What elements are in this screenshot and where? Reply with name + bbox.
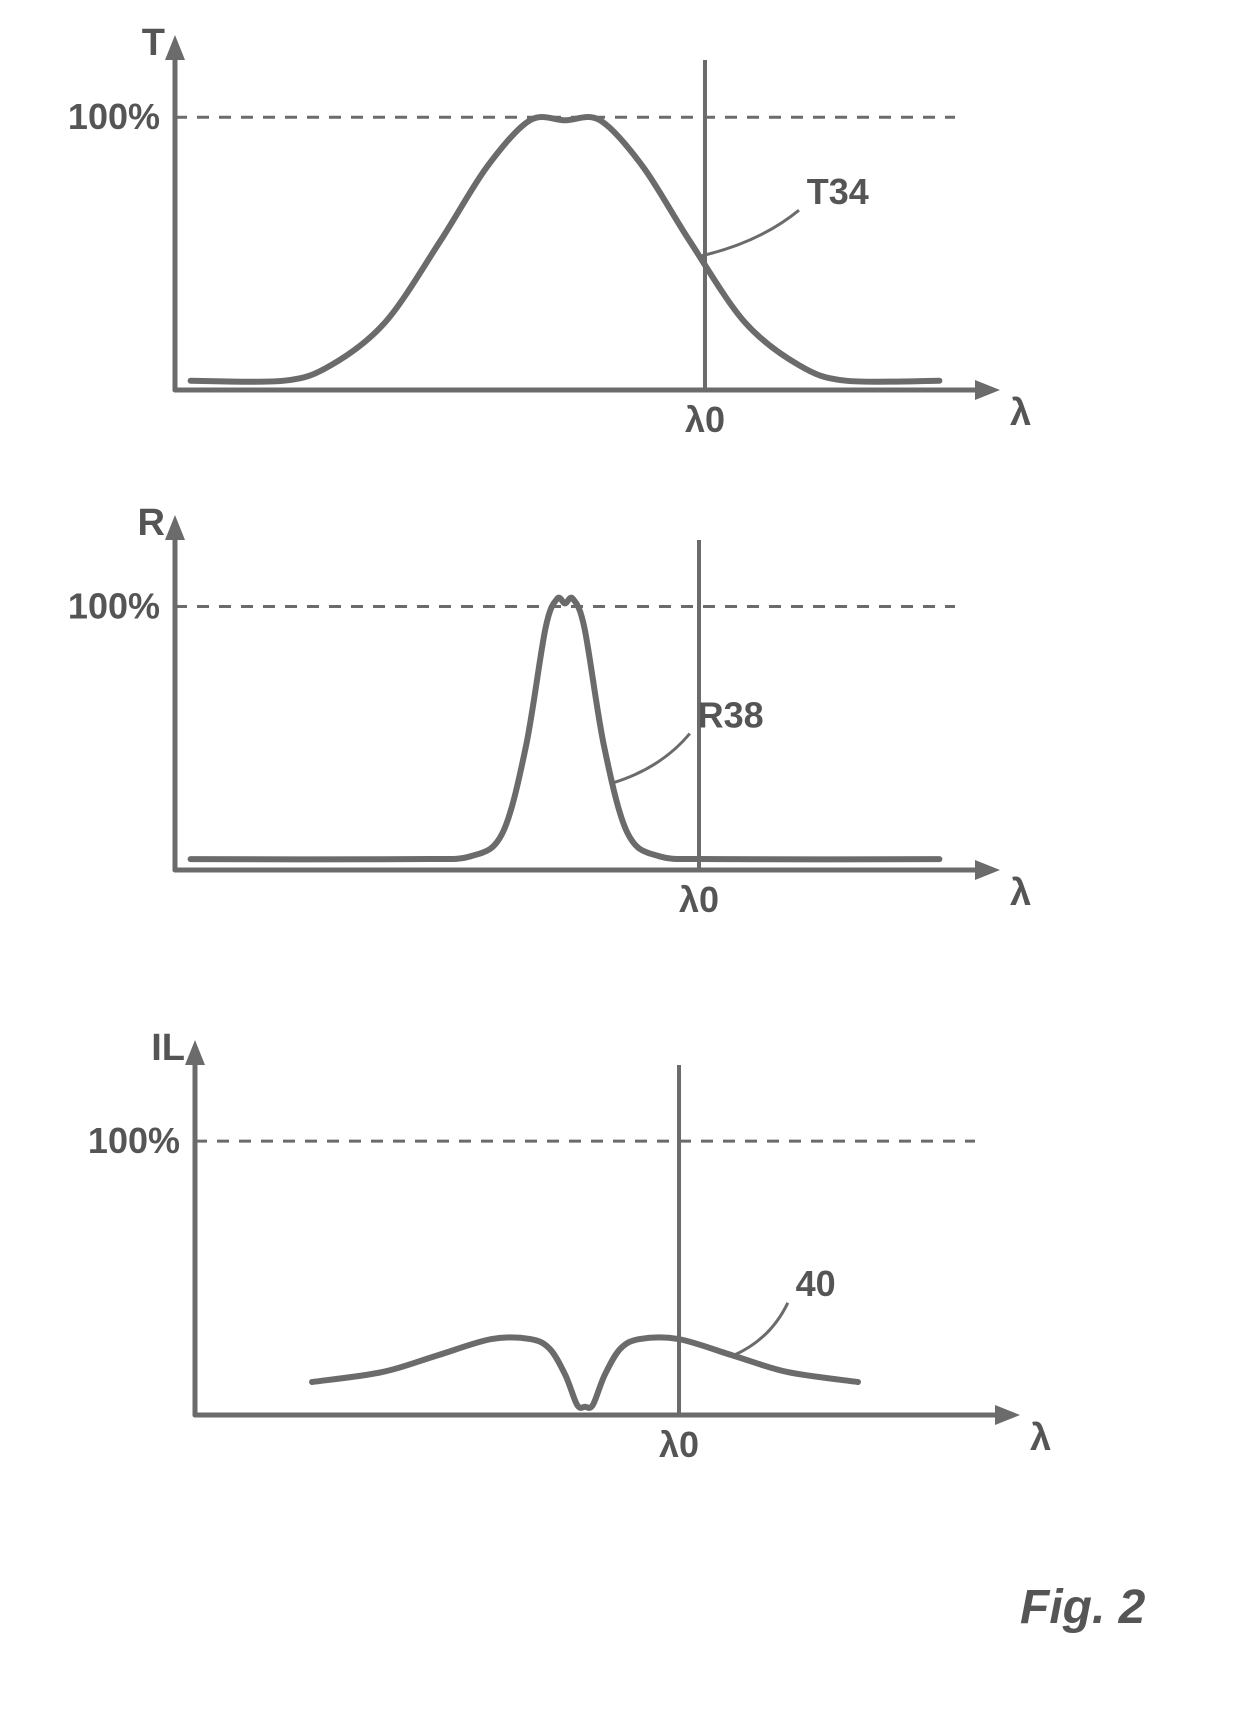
- chart-insertion-loss: IL λ 100% λ0 40: [0, 0, 1100, 1525]
- chart-insertion-loss-svg: IL λ 100% λ0 40: [0, 0, 1100, 1520]
- x-axis-arrow: [995, 1405, 1020, 1425]
- y-reference-label: 100%: [88, 1120, 180, 1161]
- y-axis-arrow: [185, 1040, 205, 1065]
- center-wavelength-label: λ0: [659, 1424, 699, 1465]
- y-axis-label: IL: [151, 1027, 185, 1069]
- callout-leader: [733, 1303, 788, 1356]
- curve: [312, 1337, 858, 1407]
- figure-label: Fig. 2: [1020, 1580, 1145, 1635]
- x-axis-label: λ: [1030, 1417, 1051, 1459]
- curve-label: 40: [796, 1263, 836, 1304]
